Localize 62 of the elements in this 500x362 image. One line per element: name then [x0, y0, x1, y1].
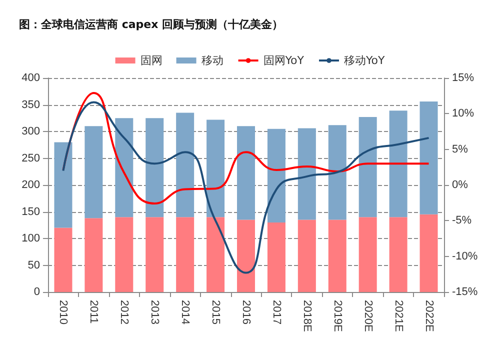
bar: [420, 102, 438, 214]
x-tick-label: 2013: [148, 300, 161, 324]
bar: [267, 128, 286, 222]
bar: [54, 142, 72, 228]
bar: [115, 217, 134, 292]
bar: [54, 228, 72, 292]
bar: [84, 218, 103, 292]
bar: [389, 217, 408, 292]
bar: [84, 126, 103, 218]
y2-tick-label: -15%: [452, 286, 478, 298]
bar: [206, 217, 225, 292]
x-tick-label: 2017: [270, 300, 282, 324]
bar: [389, 110, 408, 218]
legend-label: 移动: [201, 54, 224, 67]
x-tick-label: 2016: [240, 300, 252, 324]
y-tick-label: 150: [22, 206, 40, 218]
bar: [298, 220, 316, 292]
x-tick-label: 2020E: [362, 300, 374, 332]
chart-title: 图：全球电信运营商 capex 回顾与预测（十亿美金）: [19, 18, 284, 31]
x-tick-label: 2010: [57, 300, 70, 324]
bar: [328, 125, 346, 220]
legend-label: 移动YoY: [344, 54, 385, 67]
y2-tick-label: 0%: [452, 179, 468, 191]
bar: [358, 217, 377, 292]
bar: [237, 220, 255, 292]
x-tick-label: 2021E: [392, 300, 404, 332]
y2-tick-label: 10%: [452, 108, 474, 120]
y2-tick-label: -10%: [452, 250, 478, 262]
y-tick-label: 100: [22, 232, 40, 244]
bar: [298, 128, 316, 220]
bar: [267, 222, 286, 292]
line-series: [62, 92, 430, 205]
bar: [328, 220, 346, 292]
y-tick-label: 250: [22, 152, 40, 164]
bar: [115, 118, 134, 218]
bar: [176, 112, 194, 218]
bar: [237, 126, 255, 220]
bar: [176, 217, 194, 292]
bar: [146, 118, 164, 218]
bar: [146, 217, 164, 292]
bar: [206, 120, 225, 218]
bar: [420, 214, 438, 292]
x-tick-label: 2012: [118, 300, 130, 324]
y-tick-label: 350: [22, 98, 40, 111]
x-tick-label: 2014: [179, 300, 192, 324]
y-tick-label: 300: [22, 126, 40, 138]
y2-tick-label: 5%: [452, 143, 468, 156]
x-tick-label: 2011: [88, 300, 100, 324]
x-tick-label: 2022E: [422, 300, 435, 332]
y2-tick-label: -5%: [452, 214, 472, 227]
y-tick-label: 0: [34, 286, 40, 298]
y-tick-label: 50: [28, 259, 40, 272]
y2-tick-label: 15%: [452, 72, 474, 84]
y-tick-label: 400: [22, 72, 40, 84]
y-tick-label: 200: [22, 179, 40, 191]
x-tick-label: 2015: [210, 300, 222, 324]
legend-label: 固网: [140, 54, 162, 67]
legend-label: 固网YoY: [263, 54, 304, 67]
bar: [358, 117, 377, 218]
x-tick-label: 2018E: [300, 300, 313, 332]
x-tick-label: 2019E: [331, 300, 344, 332]
line-series: [62, 101, 430, 274]
